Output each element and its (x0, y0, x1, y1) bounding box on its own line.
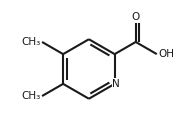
Text: CH₃: CH₃ (22, 91, 41, 101)
Text: OH: OH (159, 49, 175, 59)
Text: N: N (112, 79, 120, 89)
Text: O: O (132, 12, 140, 22)
Text: CH₃: CH₃ (22, 37, 41, 47)
